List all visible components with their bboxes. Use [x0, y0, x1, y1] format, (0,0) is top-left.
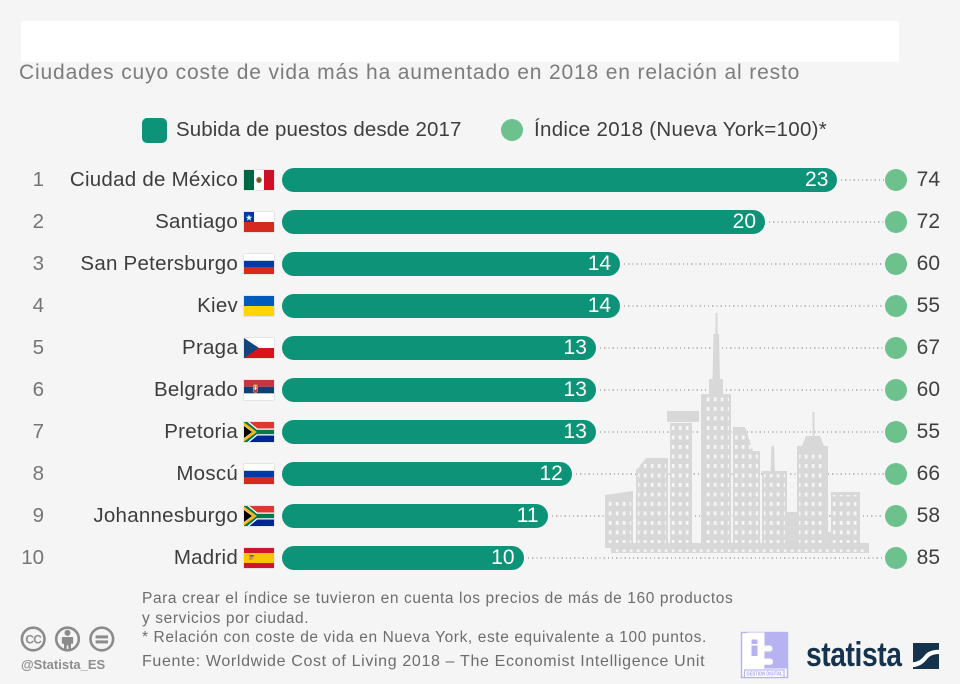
svg-text:CC: CC: [25, 632, 42, 646]
svg-text:GESTION DIGITAL: GESTION DIGITAL: [747, 672, 783, 678]
